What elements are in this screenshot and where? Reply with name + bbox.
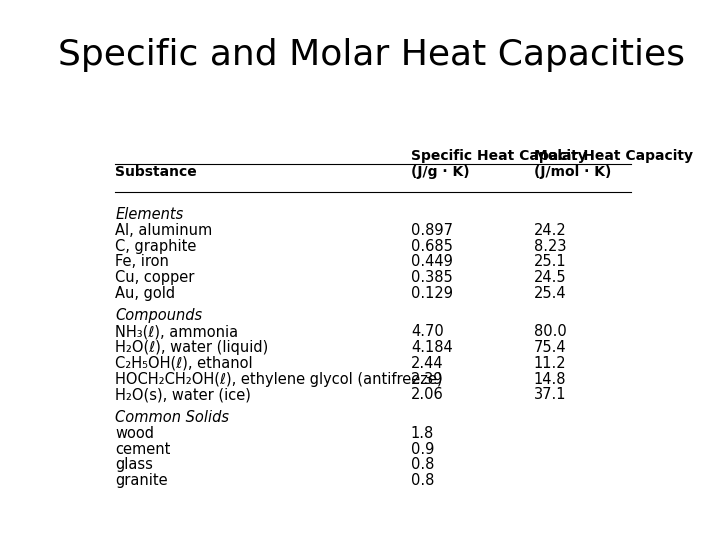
Text: Fe, iron: Fe, iron [115, 254, 169, 269]
Text: 25.4: 25.4 [534, 286, 566, 301]
Text: 0.897: 0.897 [411, 223, 453, 238]
Text: Cu, copper: Cu, copper [115, 270, 194, 285]
Text: Au, gold: Au, gold [115, 286, 175, 301]
Text: HOCH₂CH₂OH(ℓ), ethylene glycol (antifreeze): HOCH₂CH₂OH(ℓ), ethylene glycol (antifree… [115, 372, 443, 387]
Text: glass: glass [115, 457, 153, 472]
Text: 25.1: 25.1 [534, 254, 566, 269]
Text: Molar Heat Capacity
(J/mol · K): Molar Heat Capacity (J/mol · K) [534, 148, 693, 179]
Text: cement: cement [115, 442, 171, 456]
Text: 2.44: 2.44 [411, 356, 444, 371]
Text: 14.8: 14.8 [534, 372, 566, 387]
Text: 0.8: 0.8 [411, 473, 434, 488]
Text: 0.9: 0.9 [411, 442, 434, 456]
Text: H₂O(s), water (ice): H₂O(s), water (ice) [115, 388, 251, 402]
Text: Specific and Molar Heat Capacities: Specific and Molar Heat Capacities [58, 38, 685, 72]
Text: Compounds: Compounds [115, 308, 202, 323]
Text: 75.4: 75.4 [534, 340, 566, 355]
Text: 0.8: 0.8 [411, 457, 434, 472]
Text: 0.129: 0.129 [411, 286, 453, 301]
Text: 4.184: 4.184 [411, 340, 453, 355]
Text: 0.685: 0.685 [411, 239, 453, 254]
Text: 0.449: 0.449 [411, 254, 453, 269]
Text: 2.39: 2.39 [411, 372, 444, 387]
Text: 11.2: 11.2 [534, 356, 566, 371]
Text: 4.70: 4.70 [411, 324, 444, 339]
Text: 0.385: 0.385 [411, 270, 453, 285]
Text: C, graphite: C, graphite [115, 239, 197, 254]
Text: granite: granite [115, 473, 168, 488]
Text: Substance: Substance [115, 165, 197, 179]
Text: 8.23: 8.23 [534, 239, 566, 254]
Text: 24.5: 24.5 [534, 270, 566, 285]
Text: 80.0: 80.0 [534, 324, 567, 339]
Text: C₂H₅OH(ℓ), ethanol: C₂H₅OH(ℓ), ethanol [115, 356, 253, 371]
Text: 37.1: 37.1 [534, 388, 566, 402]
Text: 24.2: 24.2 [534, 223, 567, 238]
Text: Al, aluminum: Al, aluminum [115, 223, 212, 238]
Text: Elements: Elements [115, 207, 184, 222]
Text: wood: wood [115, 426, 154, 441]
Text: Common Solids: Common Solids [115, 410, 229, 425]
Text: 2.06: 2.06 [411, 388, 444, 402]
Text: H₂O(ℓ), water (liquid): H₂O(ℓ), water (liquid) [115, 340, 269, 355]
Text: Specific Heat Capacity
(J/g · K): Specific Heat Capacity (J/g · K) [411, 148, 587, 179]
Text: NH₃(ℓ), ammonia: NH₃(ℓ), ammonia [115, 324, 238, 339]
Text: 1.8: 1.8 [411, 426, 434, 441]
